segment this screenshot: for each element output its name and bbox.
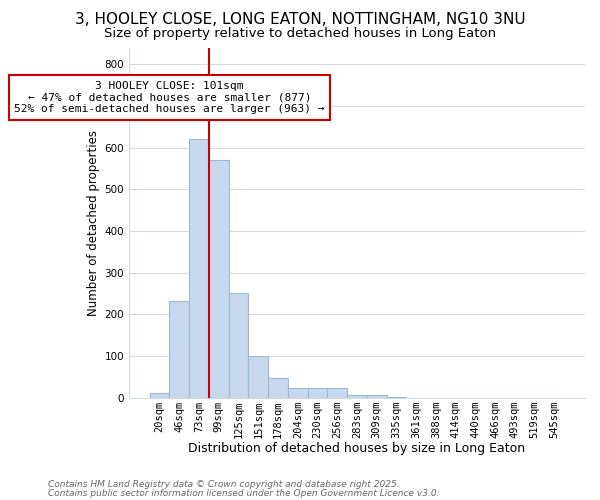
Text: Contains HM Land Registry data © Crown copyright and database right 2025.: Contains HM Land Registry data © Crown c… bbox=[48, 480, 400, 489]
Text: 3, HOOLEY CLOSE, LONG EATON, NOTTINGHAM, NG10 3NU: 3, HOOLEY CLOSE, LONG EATON, NOTTINGHAM,… bbox=[74, 12, 526, 28]
Bar bbox=[386, 396, 406, 398]
Bar bbox=[308, 388, 328, 398]
X-axis label: Distribution of detached houses by size in Long Eaton: Distribution of detached houses by size … bbox=[188, 442, 526, 455]
Bar bbox=[288, 388, 308, 398]
Bar bbox=[169, 301, 189, 398]
Bar bbox=[209, 160, 229, 398]
Bar bbox=[150, 394, 169, 398]
Bar bbox=[328, 388, 347, 398]
Bar bbox=[189, 139, 209, 398]
Text: Size of property relative to detached houses in Long Eaton: Size of property relative to detached ho… bbox=[104, 28, 496, 40]
Bar bbox=[268, 378, 288, 398]
Y-axis label: Number of detached properties: Number of detached properties bbox=[88, 130, 100, 316]
Bar bbox=[229, 294, 248, 398]
Bar bbox=[347, 396, 367, 398]
Bar bbox=[248, 356, 268, 398]
Text: Contains public sector information licensed under the Open Government Licence v3: Contains public sector information licen… bbox=[48, 488, 439, 498]
Text: 3 HOOLEY CLOSE: 101sqm
← 47% of detached houses are smaller (877)
52% of semi-de: 3 HOOLEY CLOSE: 101sqm ← 47% of detached… bbox=[14, 81, 325, 114]
Bar bbox=[367, 396, 386, 398]
